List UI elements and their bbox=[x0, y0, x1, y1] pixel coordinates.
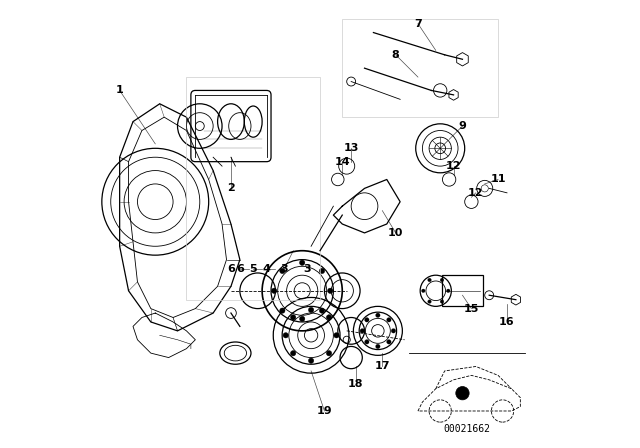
Text: 11: 11 bbox=[490, 174, 506, 185]
Circle shape bbox=[447, 289, 450, 293]
Circle shape bbox=[328, 288, 333, 293]
Circle shape bbox=[319, 308, 324, 313]
Circle shape bbox=[334, 332, 339, 338]
Circle shape bbox=[391, 329, 396, 333]
Circle shape bbox=[387, 318, 391, 322]
Circle shape bbox=[376, 344, 380, 349]
Text: 6: 6 bbox=[236, 263, 244, 274]
Circle shape bbox=[326, 351, 332, 356]
Text: 7: 7 bbox=[414, 19, 422, 29]
Text: 14: 14 bbox=[335, 157, 350, 167]
Circle shape bbox=[360, 329, 365, 333]
Text: 3: 3 bbox=[280, 263, 288, 274]
Circle shape bbox=[376, 313, 380, 318]
Text: 13: 13 bbox=[344, 143, 359, 153]
Text: 1: 1 bbox=[116, 86, 124, 95]
Text: 18: 18 bbox=[348, 379, 364, 389]
Text: 19: 19 bbox=[317, 406, 332, 416]
Circle shape bbox=[280, 308, 285, 313]
Text: 8: 8 bbox=[392, 50, 399, 60]
Text: 6: 6 bbox=[227, 263, 235, 274]
Circle shape bbox=[365, 340, 369, 344]
Bar bbox=[186, 77, 320, 300]
Circle shape bbox=[387, 340, 391, 344]
Circle shape bbox=[300, 316, 305, 322]
Circle shape bbox=[291, 314, 296, 320]
Circle shape bbox=[365, 318, 369, 322]
Circle shape bbox=[291, 351, 296, 356]
Circle shape bbox=[283, 332, 289, 338]
Bar bbox=[342, 19, 498, 117]
Circle shape bbox=[428, 278, 431, 282]
Circle shape bbox=[422, 289, 425, 293]
Circle shape bbox=[440, 278, 444, 282]
Circle shape bbox=[271, 288, 277, 293]
Circle shape bbox=[308, 358, 314, 363]
Text: 16: 16 bbox=[499, 317, 515, 327]
Text: 9: 9 bbox=[458, 121, 467, 131]
Circle shape bbox=[440, 300, 444, 303]
Text: 00021662: 00021662 bbox=[444, 424, 490, 434]
Text: 5: 5 bbox=[250, 263, 257, 274]
Circle shape bbox=[428, 300, 431, 303]
Circle shape bbox=[456, 387, 469, 400]
Text: 10: 10 bbox=[388, 228, 403, 238]
Text: 12: 12 bbox=[468, 188, 484, 198]
Circle shape bbox=[326, 314, 332, 320]
Circle shape bbox=[319, 268, 324, 274]
Text: 15: 15 bbox=[464, 304, 479, 314]
Circle shape bbox=[300, 260, 305, 265]
Text: 17: 17 bbox=[374, 362, 390, 371]
Circle shape bbox=[308, 307, 314, 313]
Text: 2: 2 bbox=[227, 183, 235, 194]
Text: 12: 12 bbox=[446, 161, 461, 171]
Text: 3: 3 bbox=[303, 263, 310, 274]
Text: 4: 4 bbox=[262, 263, 271, 274]
Circle shape bbox=[280, 268, 285, 274]
